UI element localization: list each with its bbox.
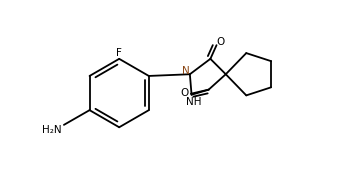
Text: NH: NH bbox=[186, 97, 201, 107]
Text: H₂N: H₂N bbox=[42, 125, 62, 135]
Text: N: N bbox=[182, 66, 190, 76]
Text: O: O bbox=[217, 37, 225, 47]
Text: O: O bbox=[181, 88, 189, 98]
Text: F: F bbox=[116, 48, 122, 58]
